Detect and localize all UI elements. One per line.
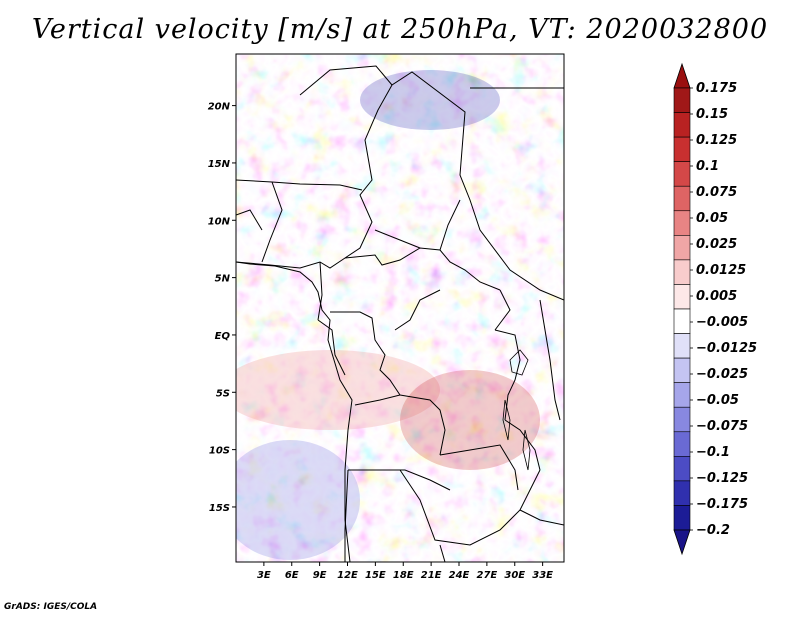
- colorbar-label: −0.005: [696, 315, 748, 330]
- colorbar-swatch: [673, 406, 691, 433]
- colorbar-swatch: [673, 136, 691, 162]
- footer-credit: GrADS: IGES/COLA: [4, 602, 98, 612]
- colorbar-label: −0.125: [696, 471, 748, 486]
- colorbar-label: 0.125: [696, 133, 737, 148]
- colorbar-label: −0.1: [696, 445, 730, 460]
- map-frame: [235, 53, 565, 563]
- coastline-west: [236, 261, 353, 562]
- colorbar-label: 0.0125: [696, 263, 746, 278]
- x-axis: 3E 6E 9E 12E 15E 18E 21E 24E 27E 30E 33E: [257, 562, 553, 581]
- y-tick-label: 10N: [208, 216, 231, 227]
- x-tick-label: 30E: [504, 570, 525, 581]
- colorbar-label: −0.2: [696, 523, 730, 538]
- colorbar: 0.175 0.15 0.125 0.1 0.075 0.05 0.025 0.0125 0.0…: [673, 62, 757, 556]
- lake-victoria: [509, 349, 529, 376]
- y-tick-label: 15S: [209, 503, 230, 514]
- x-tick-label: 33E: [532, 570, 553, 581]
- x-tick-label: 27E: [477, 570, 498, 581]
- y-tick-label: 5N: [215, 274, 231, 285]
- colorbar-swatch: [673, 112, 691, 138]
- colorbar-swatch: [673, 161, 691, 187]
- great-lakes: [502, 349, 531, 471]
- colorbar-swatch: [673, 382, 691, 408]
- colorbar-swatch: [673, 505, 691, 531]
- subsidence-band: [236, 350, 440, 430]
- x-tick-label: 12E: [337, 570, 358, 581]
- ascent-region-se: [400, 370, 540, 470]
- colorbar-label: 0.005: [696, 289, 737, 304]
- colorbar-label: 0.175: [696, 81, 737, 96]
- chart-title: Vertical velocity [m/s] at 250hPa, VT: 2…: [31, 14, 769, 45]
- colorbar-swatch: [673, 480, 691, 506]
- lake-tanganyika: [502, 399, 511, 441]
- colorbar-label: −0.05: [696, 393, 739, 408]
- x-tick-label: 21E: [421, 570, 442, 581]
- colorbar-top-cap: [673, 62, 691, 89]
- colorbar-swatch: [673, 284, 691, 310]
- colorbar-label: 0.075: [696, 185, 737, 200]
- colorbar-swatch: [673, 87, 691, 113]
- colorbar-label: 0.05: [696, 211, 728, 226]
- colorbar-swatch: [673, 308, 691, 334]
- descent-region-sw: [236, 440, 360, 560]
- x-tick-label: 9E: [313, 570, 327, 581]
- colorbar-label: −0.0125: [696, 341, 757, 356]
- colorbar-swatch: [673, 210, 691, 236]
- colorbar-swatch: [673, 333, 691, 359]
- y-tick-label: 20N: [208, 102, 231, 113]
- x-tick-label: 18E: [393, 570, 414, 581]
- colorbar-swatch: [673, 456, 691, 482]
- y-tick-label: 15N: [208, 159, 231, 170]
- lake-malawi: [522, 429, 531, 471]
- colorbar-label: 0.025: [696, 237, 737, 252]
- y-tick-label: 10S: [209, 446, 230, 457]
- y-axis: 20N 15N 10N 5N EQ 5S 10S 15S: [208, 102, 236, 514]
- x-tick-label: 3E: [257, 570, 271, 581]
- map-panel: [236, 54, 564, 562]
- colorbar-swatch: [673, 259, 691, 285]
- x-tick-label: 6E: [285, 570, 299, 581]
- colorbar-label: −0.075: [696, 419, 748, 434]
- colorbar-swatch: [673, 431, 691, 457]
- colorbar-swatch: [673, 185, 691, 212]
- colorbar-swatch: [673, 357, 691, 383]
- colorbar-label: 0.15: [696, 107, 728, 122]
- descent-region-north: [360, 70, 500, 130]
- colorbar-swatch: [673, 235, 691, 261]
- colorbar-label: 0.1: [696, 159, 719, 174]
- x-tick-label: 24E: [449, 570, 470, 581]
- x-tick-label: 15E: [365, 570, 386, 581]
- colorbar-label: −0.175: [696, 497, 748, 512]
- y-tick-label: 5S: [216, 388, 230, 399]
- country-boundaries: [236, 65, 564, 562]
- colorbar-label: −0.025: [696, 367, 748, 382]
- colorbar-bottom-cap: [673, 529, 691, 556]
- y-tick-label: EQ: [215, 331, 231, 342]
